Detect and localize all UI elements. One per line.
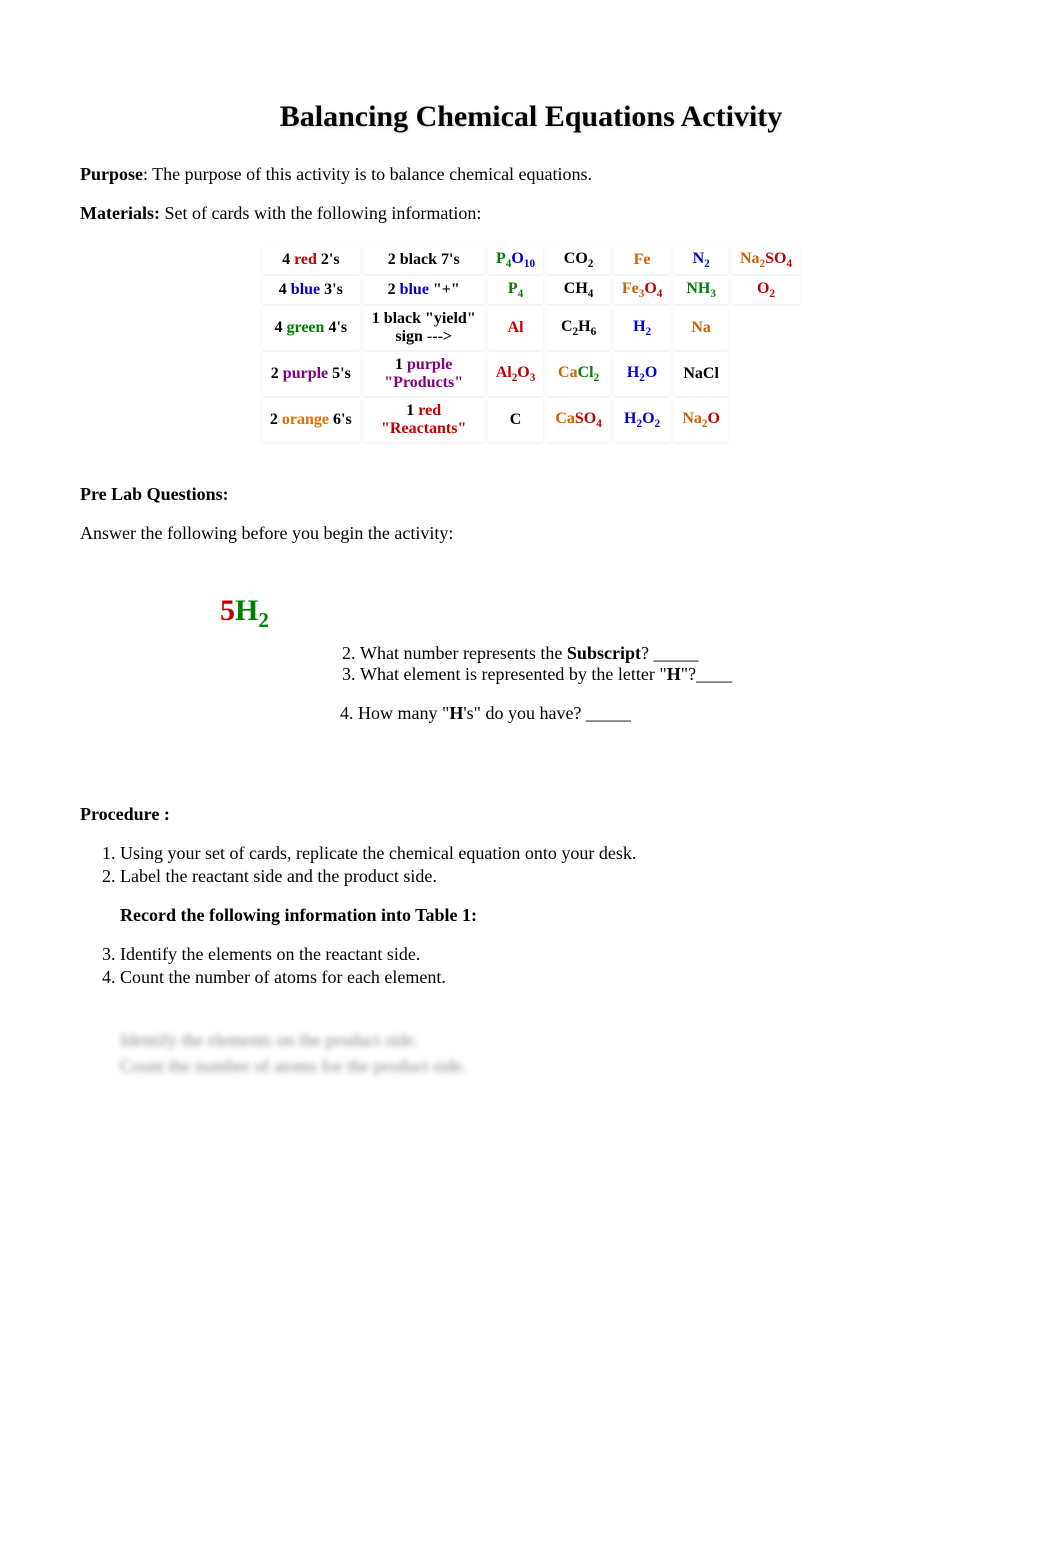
materials-label: Materials: [80,203,160,223]
materials-cell: Na2O [674,398,728,442]
prelab-heading: Pre Lab Questions: [80,484,982,505]
materials-cell: P4O10 [488,246,544,274]
prelab-intro: Answer the following before you begin th… [80,523,982,544]
record-instruction: Record the following information into Ta… [120,905,982,926]
q4-bold: H [449,703,463,723]
materials-cell: NaCl [674,352,728,396]
question-2: What number represents the Subscript? __… [360,643,982,664]
q4-pre: 4. How many " [340,703,449,723]
materials-cell: 2 purple 5's [262,352,360,396]
materials-cell: H2O2 [614,398,671,442]
materials-cell: 4 red 2's [262,246,360,274]
blurred-preview: Identify the elements on the product sid… [120,1028,982,1078]
materials-cell [732,306,800,350]
materials-cell: CaCl2 [547,352,610,396]
materials-text: Set of cards with the following informat… [160,203,481,223]
question-4: 4. How many "H's" do you have? _____ [340,703,982,724]
purpose-text: : The purpose of this activity is to bal… [143,164,592,184]
materials-cell: 4 green 4's [262,306,360,350]
materials-cell: NH3 [674,276,728,304]
page-title: Balancing Chemical Equations Activity [80,100,982,134]
materials-cell: H2O [614,352,671,396]
prelab-questions: What number represents the Subscript? __… [340,643,982,724]
materials-cell: Fe3O4 [614,276,671,304]
materials-cell: CaSO4 [547,398,610,442]
element-h: H [235,594,258,627]
materials-paragraph: Materials: Set of cards with the followi… [80,203,982,224]
materials-cell: Na [674,306,728,350]
q2-post: ? _____ [641,643,699,663]
materials-cell: 1 purple"Products" [364,352,484,396]
materials-cell: H2 [614,306,671,350]
materials-cell: 1 black "yield"sign ---> [364,306,484,350]
subscript-2: 2 [258,608,269,632]
blurred-line-1: Identify the elements on the product sid… [120,1028,982,1053]
q4-post: 's" do you have? _____ [463,703,631,723]
q3-pre: What element is represented by the lette… [360,664,667,684]
materials-cell: 2 orange 6's [262,398,360,442]
purpose-paragraph: Purpose: The purpose of this activity is… [80,164,982,185]
materials-table: 4 red 2's2 black 7'sP4O10CO2FeN2Na2SO44 … [258,244,804,444]
materials-cell: P4 [488,276,544,304]
materials-cell: N2 [674,246,728,274]
proc-step-2: Label the reactant side and the product … [120,866,982,887]
materials-cell: CO2 [547,246,610,274]
q3-bold: H [667,664,681,684]
proc-step-4: Count the number of atoms for each eleme… [120,967,982,988]
coefficient-5: 5 [220,594,235,627]
procedure-list: Using your set of cards, replicate the c… [80,843,982,988]
blurred-line-2: Count the number of atoms for the produc… [120,1054,982,1079]
proc-step-1: Using your set of cards, replicate the c… [120,843,982,864]
materials-cell: 4 blue 3's [262,276,360,304]
materials-cell: 2 black 7's [364,246,484,274]
materials-cell: 1 red"Reactants" [364,398,484,442]
materials-cell: C [488,398,544,442]
materials-cell [732,352,800,396]
materials-cell: C2H6 [547,306,610,350]
q2-bold: Subscript [567,643,641,663]
five-h2-expression: 5H2 [220,594,982,633]
materials-cell [732,398,800,442]
purpose-label: Purpose [80,164,143,184]
proc-step-3: Identify the elements on the reactant si… [120,944,982,965]
procedure-heading: Procedure : [80,804,982,825]
materials-cell: O2 [732,276,800,304]
materials-cell: CH4 [547,276,610,304]
materials-cell: Na2SO4 [732,246,800,274]
materials-cell: Al2O3 [488,352,544,396]
materials-cell: Fe [614,246,671,274]
materials-cell: Al [488,306,544,350]
materials-cell: 2 blue "+" [364,276,484,304]
q3-post: "?____ [681,664,732,684]
question-3: What element is represented by the lette… [360,664,982,685]
q2-pre: What number represents the [360,643,567,663]
